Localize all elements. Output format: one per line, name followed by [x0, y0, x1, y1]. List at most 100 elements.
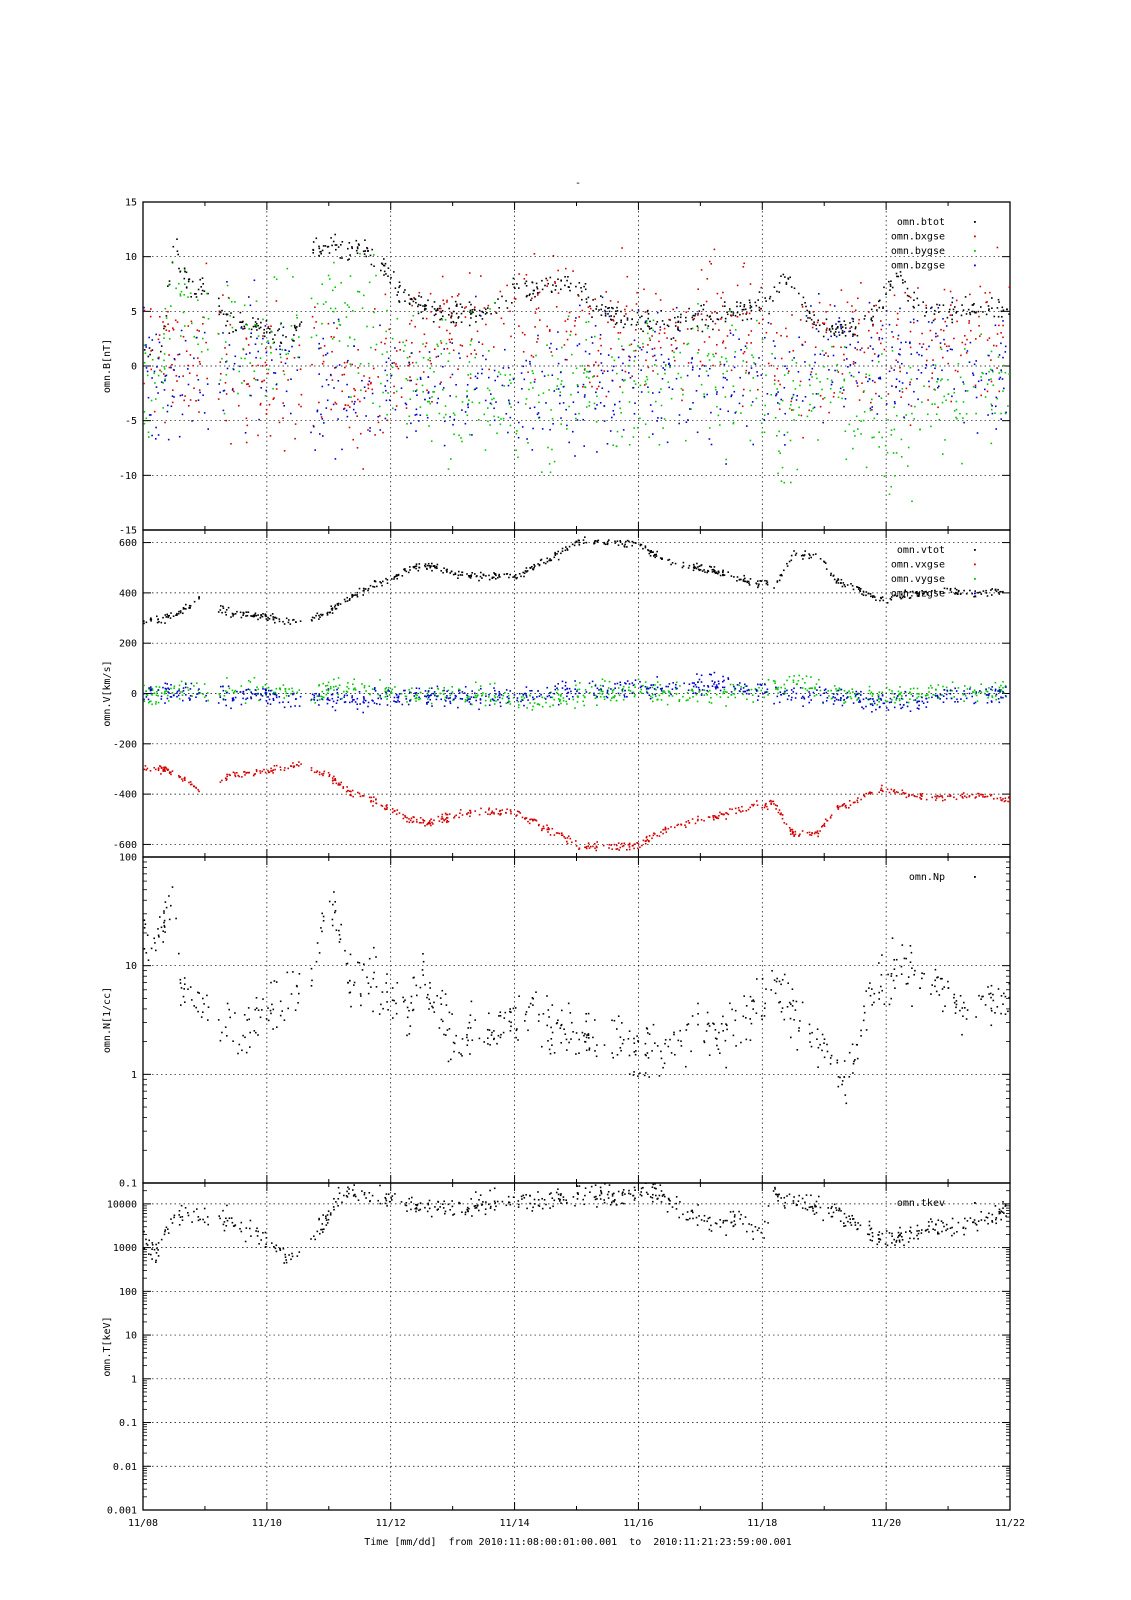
data-point [711, 312, 713, 314]
data-point [504, 691, 506, 694]
data-point [736, 301, 738, 303]
data-point [991, 369, 994, 372]
data-point [909, 321, 912, 323]
data-point [404, 568, 406, 570]
data-point [150, 617, 152, 619]
data-point [639, 384, 642, 387]
data-point [414, 414, 417, 416]
data-point [145, 367, 148, 369]
data-point [495, 401, 497, 403]
data-point [225, 779, 228, 781]
data-point [616, 848, 619, 850]
data-point [385, 693, 388, 695]
data-point [201, 277, 204, 279]
data-point [817, 393, 820, 395]
data-point [296, 317, 298, 319]
data-point [392, 407, 394, 410]
data-point [158, 341, 161, 344]
data-point [447, 820, 450, 823]
data-point [161, 767, 163, 769]
data-point [398, 812, 401, 814]
data-point [823, 354, 825, 356]
data-point [493, 415, 495, 418]
data-point [652, 433, 654, 435]
data-point [391, 811, 394, 814]
data-point [151, 339, 154, 341]
data-point [450, 570, 453, 573]
data-point [680, 376, 682, 379]
data-point [551, 696, 554, 699]
data-point [461, 306, 463, 308]
data-point [960, 314, 963, 317]
data-point [372, 585, 374, 588]
data-point [878, 361, 880, 363]
data-point [766, 393, 769, 395]
data-point [933, 388, 936, 391]
data-point [1008, 373, 1010, 375]
data-point [322, 245, 325, 247]
data-point [233, 613, 235, 616]
data-point [876, 703, 879, 706]
data-point [964, 390, 967, 392]
data-point [199, 692, 201, 694]
data-point [163, 768, 166, 770]
data-point [253, 677, 256, 679]
data-point [293, 357, 296, 359]
data-point [763, 418, 765, 421]
data-point [539, 559, 542, 562]
data-point [980, 593, 983, 595]
data-point [449, 700, 451, 703]
data-point [691, 688, 693, 691]
data-point [971, 304, 974, 306]
data-point [452, 349, 455, 352]
data-point [565, 546, 567, 548]
data-point [624, 543, 626, 546]
data-point [354, 687, 356, 689]
data-point [841, 330, 844, 332]
data-point [475, 681, 477, 684]
data-point [395, 813, 398, 815]
data-point [529, 694, 531, 697]
data-point [493, 419, 496, 422]
data-point [987, 696, 989, 699]
data-point [418, 420, 420, 422]
data-point [431, 305, 434, 308]
data-point [758, 583, 760, 585]
data-point [461, 571, 463, 574]
data-point [428, 821, 431, 824]
data-point [611, 356, 613, 358]
data-point [764, 404, 766, 407]
data-point [775, 808, 777, 810]
data-point [263, 328, 265, 331]
data-point [321, 283, 323, 285]
data-point [578, 282, 581, 284]
data-point [147, 396, 150, 399]
data-point [903, 792, 906, 794]
data-point [724, 691, 727, 693]
data-point [801, 554, 804, 556]
data-point [668, 318, 670, 321]
data-point [576, 344, 579, 347]
data-point [566, 428, 568, 430]
data-point [458, 570, 460, 573]
data-point [159, 765, 161, 767]
data-point [633, 843, 636, 846]
data-point [617, 842, 620, 844]
data-point [346, 786, 348, 788]
data-point [903, 416, 905, 418]
panels: -15-10-5051015omn.B[nT]omn.btotomn.bxgse… [102, 198, 1011, 1517]
data-point [893, 406, 895, 408]
data-point [712, 364, 714, 367]
data-point [991, 689, 994, 691]
data-point [282, 402, 284, 404]
data-point [363, 253, 366, 255]
data-point [420, 296, 423, 298]
data-point [461, 345, 464, 347]
data-point [353, 403, 355, 405]
data-point [493, 682, 496, 685]
data-point [778, 291, 780, 293]
data-point [812, 311, 815, 313]
data-point [274, 372, 277, 374]
data-point [844, 701, 847, 703]
data-point [933, 313, 936, 315]
